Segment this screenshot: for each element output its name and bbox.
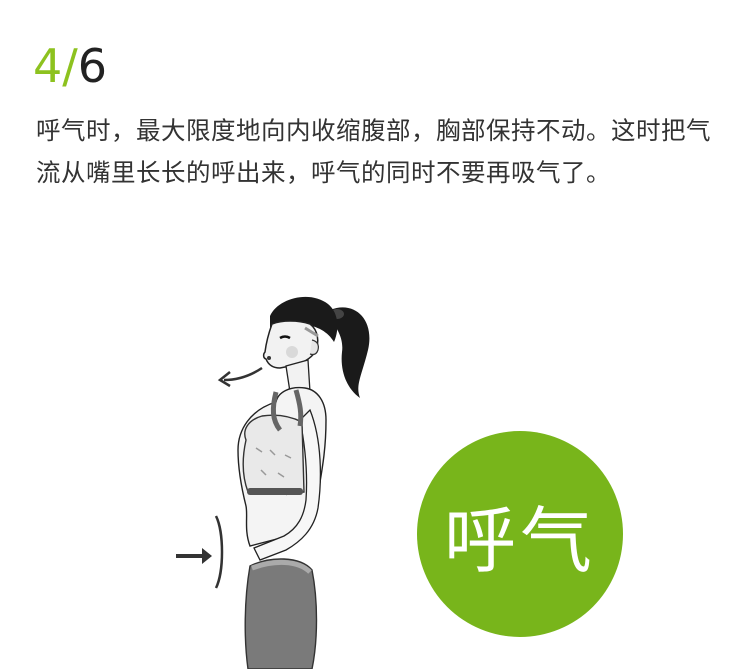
- step-description: 呼气时，最大限度地向内收缩腹部，胸部保持不动。这时把气流从嘴里长长的呼出来，呼气…: [36, 116, 711, 187]
- woman-exhaling-illustration: [176, 296, 370, 669]
- step-total: 6: [77, 39, 108, 93]
- exhale-badge: 呼气: [417, 431, 623, 637]
- ponytail: [330, 307, 370, 398]
- abdomen-push-arrow-icon: [176, 515, 224, 589]
- step-current: 4: [33, 39, 63, 93]
- leggings: [244, 558, 318, 669]
- step-separator: /: [62, 39, 78, 93]
- step-indicator: 4/6: [33, 36, 107, 96]
- face: [262, 320, 319, 369]
- exhale-arrow-icon: [217, 366, 263, 388]
- arm: [253, 408, 322, 561]
- exhale-badge-label: 呼气: [443, 498, 596, 583]
- hair: [270, 296, 338, 342]
